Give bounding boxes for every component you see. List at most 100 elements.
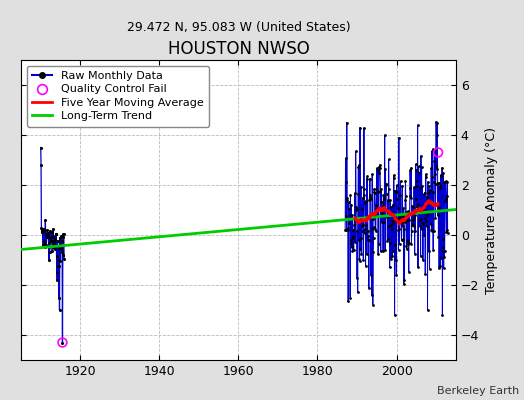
Point (435, 183, 444, 190)
Point (361, 200, 369, 206)
Point (384, 209, 392, 216)
Point (410, 251, 419, 257)
Point (436, 263, 444, 269)
Point (403, 241, 412, 247)
Point (40, 228, 48, 234)
Point (40, 226, 49, 233)
Point (443, 230, 452, 236)
Point (367, 292, 376, 298)
Point (354, 191, 362, 198)
Point (398, 182, 407, 189)
Point (47, 238, 56, 245)
Point (428, 148, 436, 155)
Point (353, 227, 362, 234)
Point (57, 244, 65, 251)
Point (423, 223, 431, 229)
Point (345, 220, 353, 227)
Point (410, 184, 418, 190)
Point (418, 226, 426, 233)
Point (350, 247, 358, 253)
Point (346, 212, 354, 218)
Point (346, 192, 355, 198)
Point (422, 212, 431, 218)
Point (439, 236, 447, 242)
Point (442, 229, 451, 236)
Point (403, 216, 411, 223)
Point (395, 246, 403, 253)
Point (352, 204, 361, 210)
Point (405, 216, 413, 223)
Point (424, 248, 433, 254)
Point (41, 232, 50, 238)
Point (434, 149, 442, 156)
Point (416, 223, 424, 229)
Point (360, 125, 368, 131)
Point (370, 189, 379, 195)
Point (434, 180, 443, 187)
Point (406, 192, 414, 199)
Point (37, 224, 46, 231)
Point (373, 165, 381, 172)
Point (50, 245, 59, 251)
Point (42, 234, 51, 240)
Point (378, 202, 387, 208)
Point (351, 190, 359, 196)
Point (419, 210, 428, 216)
Point (362, 222, 370, 228)
Point (425, 199, 434, 206)
Point (418, 182, 427, 189)
Point (49, 226, 58, 232)
Point (374, 167, 382, 174)
Point (350, 216, 358, 222)
Point (392, 182, 401, 189)
Point (431, 215, 440, 221)
Point (402, 209, 410, 215)
Point (48, 234, 57, 240)
Point (438, 164, 446, 171)
Point (347, 237, 355, 243)
Point (409, 217, 418, 224)
Point (379, 196, 388, 203)
Point (375, 163, 383, 170)
Point (385, 156, 393, 162)
Point (389, 219, 398, 226)
Point (411, 161, 420, 168)
Point (380, 218, 388, 225)
Point (366, 196, 375, 202)
Point (388, 226, 396, 232)
Point (357, 184, 365, 190)
Point (442, 178, 450, 184)
Point (354, 289, 362, 295)
Point (355, 258, 364, 264)
Point (348, 226, 357, 233)
Point (429, 189, 438, 196)
Point (47, 234, 55, 240)
Point (369, 301, 377, 308)
Point (437, 255, 445, 262)
Point (415, 207, 423, 213)
Point (402, 243, 411, 250)
Point (428, 228, 436, 235)
Point (59, 251, 67, 258)
Point (434, 233, 443, 240)
Point (394, 215, 402, 222)
Point (358, 222, 366, 229)
Point (53, 269, 61, 275)
Point (397, 237, 406, 243)
Point (41, 217, 50, 223)
Point (355, 162, 363, 168)
Point (38, 229, 46, 235)
Point (396, 192, 405, 199)
Point (424, 210, 432, 217)
Point (390, 312, 399, 319)
Point (52, 230, 60, 237)
Point (45, 257, 53, 263)
Point (361, 226, 369, 232)
Point (398, 219, 406, 226)
Point (342, 178, 351, 185)
Point (56, 307, 64, 313)
Point (432, 163, 441, 170)
Point (406, 184, 414, 191)
Point (38, 227, 47, 234)
Point (376, 188, 385, 194)
